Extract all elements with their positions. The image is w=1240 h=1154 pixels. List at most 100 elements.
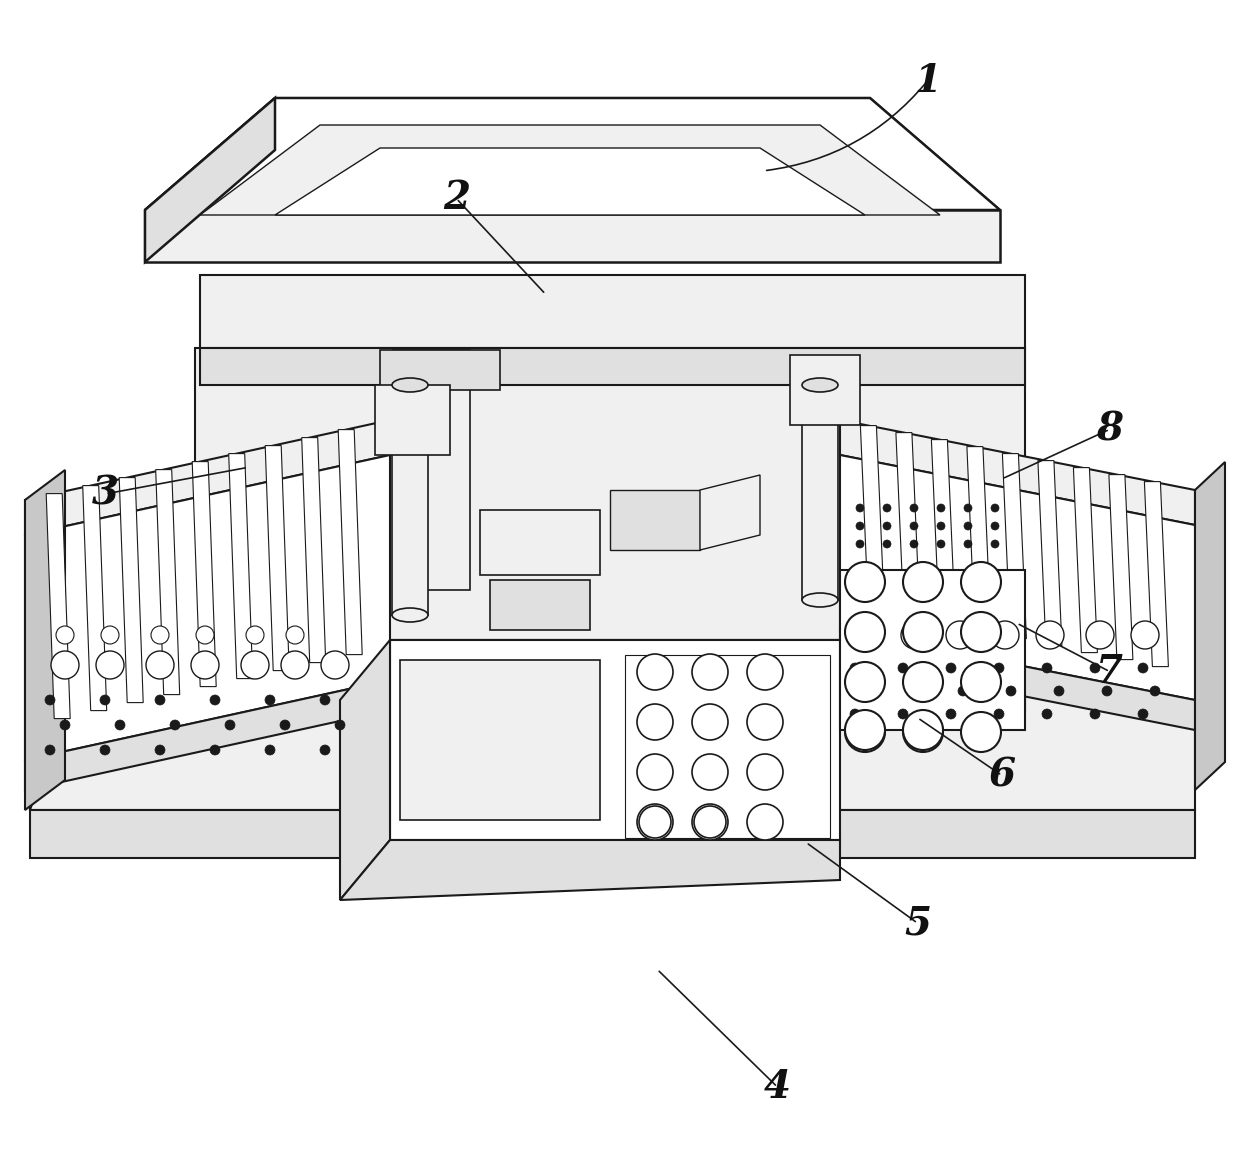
Circle shape [844, 662, 885, 702]
Circle shape [844, 562, 885, 602]
Ellipse shape [802, 379, 838, 392]
Polygon shape [192, 462, 216, 687]
Circle shape [844, 712, 885, 752]
Polygon shape [228, 454, 253, 679]
Circle shape [910, 685, 920, 696]
Circle shape [883, 540, 892, 548]
Circle shape [903, 710, 942, 750]
Circle shape [637, 754, 673, 790]
Circle shape [1035, 621, 1064, 649]
Circle shape [1086, 621, 1114, 649]
Circle shape [856, 522, 864, 530]
Circle shape [903, 662, 942, 702]
Circle shape [903, 612, 942, 652]
Circle shape [844, 710, 885, 750]
Circle shape [1149, 685, 1159, 696]
Circle shape [961, 712, 1001, 752]
Polygon shape [83, 486, 107, 711]
Circle shape [692, 704, 728, 740]
Circle shape [637, 804, 673, 840]
Polygon shape [145, 98, 999, 210]
Circle shape [991, 621, 1019, 649]
Circle shape [265, 695, 275, 705]
Circle shape [1090, 709, 1100, 719]
Circle shape [991, 522, 999, 530]
Polygon shape [275, 148, 866, 215]
Polygon shape [30, 658, 64, 810]
Ellipse shape [392, 379, 428, 392]
Polygon shape [200, 275, 1025, 349]
Circle shape [937, 504, 945, 512]
Circle shape [883, 504, 892, 512]
Circle shape [100, 625, 119, 644]
Circle shape [56, 625, 74, 644]
Polygon shape [195, 349, 1025, 640]
Polygon shape [200, 349, 1025, 385]
Text: 1: 1 [914, 62, 941, 99]
Circle shape [910, 522, 918, 530]
Polygon shape [301, 437, 326, 662]
Polygon shape [1074, 467, 1097, 653]
Circle shape [639, 805, 671, 838]
Circle shape [937, 540, 945, 548]
Circle shape [946, 709, 956, 719]
Polygon shape [625, 655, 830, 838]
Polygon shape [839, 570, 1025, 730]
Circle shape [241, 651, 269, 679]
Circle shape [1006, 685, 1016, 696]
Polygon shape [25, 455, 391, 760]
Circle shape [903, 562, 942, 602]
Circle shape [210, 695, 219, 705]
Circle shape [856, 540, 864, 548]
Circle shape [1102, 685, 1112, 696]
Circle shape [281, 651, 309, 679]
Circle shape [1042, 664, 1052, 673]
Circle shape [910, 540, 918, 548]
Circle shape [286, 625, 304, 644]
Circle shape [963, 504, 972, 512]
Circle shape [321, 651, 348, 679]
Polygon shape [145, 98, 275, 262]
Polygon shape [25, 680, 391, 790]
Circle shape [746, 804, 782, 840]
Polygon shape [25, 470, 64, 810]
Circle shape [51, 651, 79, 679]
Polygon shape [931, 440, 955, 624]
Circle shape [746, 754, 782, 790]
Circle shape [849, 664, 861, 673]
Polygon shape [1145, 481, 1168, 667]
Circle shape [637, 654, 673, 690]
Circle shape [1138, 709, 1148, 719]
Circle shape [694, 805, 725, 838]
Circle shape [692, 804, 728, 840]
Circle shape [191, 651, 219, 679]
Text: 6: 6 [988, 757, 1016, 794]
Polygon shape [392, 385, 428, 615]
Polygon shape [340, 640, 391, 900]
Polygon shape [610, 490, 701, 550]
Polygon shape [46, 494, 71, 719]
Circle shape [898, 709, 908, 719]
Ellipse shape [392, 608, 428, 622]
Circle shape [746, 704, 782, 740]
Polygon shape [195, 640, 1025, 710]
Circle shape [224, 720, 236, 730]
Polygon shape [265, 445, 289, 670]
Polygon shape [1109, 474, 1133, 660]
Circle shape [994, 709, 1004, 719]
Circle shape [170, 720, 180, 730]
Circle shape [946, 621, 973, 649]
Ellipse shape [802, 593, 838, 607]
Circle shape [155, 695, 165, 705]
Circle shape [1131, 621, 1159, 649]
Circle shape [100, 745, 110, 755]
Polygon shape [802, 385, 838, 600]
Text: 2: 2 [443, 180, 470, 217]
Circle shape [946, 664, 956, 673]
Circle shape [1054, 685, 1064, 696]
Polygon shape [839, 455, 1195, 700]
Polygon shape [145, 98, 999, 210]
Circle shape [963, 522, 972, 530]
Text: 8: 8 [1096, 411, 1123, 448]
Circle shape [320, 745, 330, 755]
